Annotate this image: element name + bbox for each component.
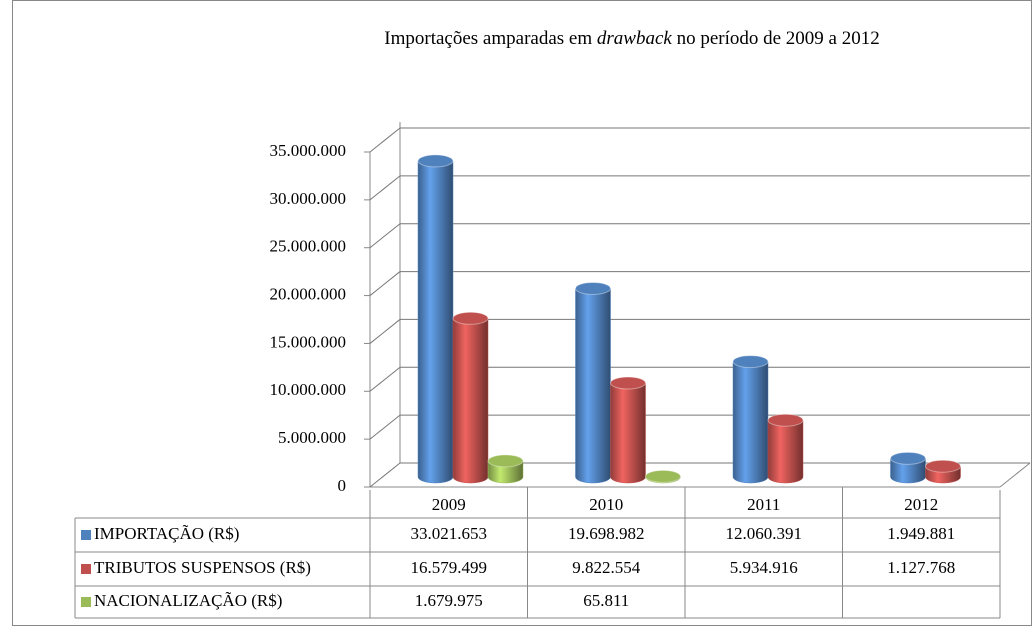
title-part: no período de 2009 a 2012 bbox=[677, 28, 880, 49]
bar bbox=[452, 311, 489, 484]
y-tick-label: 10.000.000 bbox=[270, 380, 347, 399]
grid-line bbox=[369, 127, 401, 153]
grid-line bbox=[369, 366, 401, 392]
bar bbox=[575, 281, 611, 484]
x-tick-label: 2010 bbox=[589, 495, 623, 514]
table-value: 1.949.881 bbox=[887, 524, 955, 543]
grid-line bbox=[369, 271, 401, 296]
table-value: 16.579.499 bbox=[411, 558, 488, 577]
chart-frame bbox=[12, 0, 1032, 626]
y-tick-label: 15.000.000 bbox=[270, 332, 347, 351]
floor-line bbox=[999, 462, 1031, 488]
bar-top bbox=[732, 355, 769, 369]
bar bbox=[890, 451, 926, 484]
bar-top bbox=[645, 469, 681, 483]
bar-body bbox=[452, 318, 489, 484]
x-tick-label: 2011 bbox=[747, 495, 780, 514]
bar-body bbox=[767, 419, 804, 484]
bar-body bbox=[575, 288, 611, 484]
grid-line bbox=[369, 414, 401, 440]
legend-key bbox=[81, 564, 91, 574]
y-tick-label: 30.000.000 bbox=[270, 189, 347, 208]
y-tick-label: 5.000.000 bbox=[278, 428, 346, 447]
bar bbox=[767, 413, 804, 484]
legend-key bbox=[81, 530, 91, 540]
y-tick-label: 20.000.000 bbox=[270, 284, 347, 303]
bar-top bbox=[925, 459, 961, 473]
table-value: 9.822.554 bbox=[572, 558, 641, 577]
x-tick-label: 2009 bbox=[432, 495, 466, 514]
bar-body bbox=[732, 361, 769, 484]
bar-top bbox=[417, 154, 454, 168]
bar bbox=[732, 355, 769, 484]
table-value: 1.679.975 bbox=[415, 591, 483, 610]
bar bbox=[645, 469, 681, 484]
bar-body bbox=[417, 160, 454, 484]
grid-line bbox=[369, 319, 401, 344]
bar-top bbox=[452, 311, 489, 325]
y-tick-label: 0 bbox=[338, 476, 347, 495]
table-value: 12.060.391 bbox=[726, 524, 803, 543]
legend-label: TRIBUTOS SUSPENSOS (R$) bbox=[94, 558, 311, 577]
table-value: 19.698.982 bbox=[568, 524, 645, 543]
title-part: Importações amparadas em bbox=[384, 28, 592, 49]
bar bbox=[925, 459, 961, 484]
bar-top bbox=[890, 451, 926, 465]
grid-line bbox=[369, 462, 401, 488]
table-value: 1.127.768 bbox=[887, 558, 955, 577]
table-value: 5.934.916 bbox=[730, 558, 798, 577]
table-value: 33.021.653 bbox=[411, 524, 488, 543]
bar bbox=[487, 454, 524, 484]
table-value: 65.811 bbox=[583, 591, 629, 610]
chart-title: Importações amparadas em drawback no per… bbox=[384, 28, 879, 49]
bar-top bbox=[575, 281, 611, 295]
x-tick-label: 2012 bbox=[904, 495, 938, 514]
bar-top bbox=[767, 413, 804, 427]
legend-label: IMPORTAÇÃO (R$) bbox=[94, 524, 239, 543]
bar bbox=[610, 376, 646, 484]
grid-line bbox=[369, 175, 401, 201]
y-tick-label: 25.000.000 bbox=[270, 237, 347, 256]
bar bbox=[417, 154, 454, 484]
y-tick-label: 35.000.000 bbox=[270, 141, 347, 160]
legend-label: NACIONALIZAÇÃO (R$) bbox=[94, 591, 282, 610]
bar-top bbox=[487, 454, 524, 468]
bar-top bbox=[610, 376, 646, 390]
title-emphasis: drawback bbox=[597, 28, 673, 49]
legend-key bbox=[81, 597, 91, 607]
bar-body bbox=[610, 382, 646, 484]
grid-line bbox=[369, 223, 401, 249]
bar-body bbox=[487, 460, 524, 484]
